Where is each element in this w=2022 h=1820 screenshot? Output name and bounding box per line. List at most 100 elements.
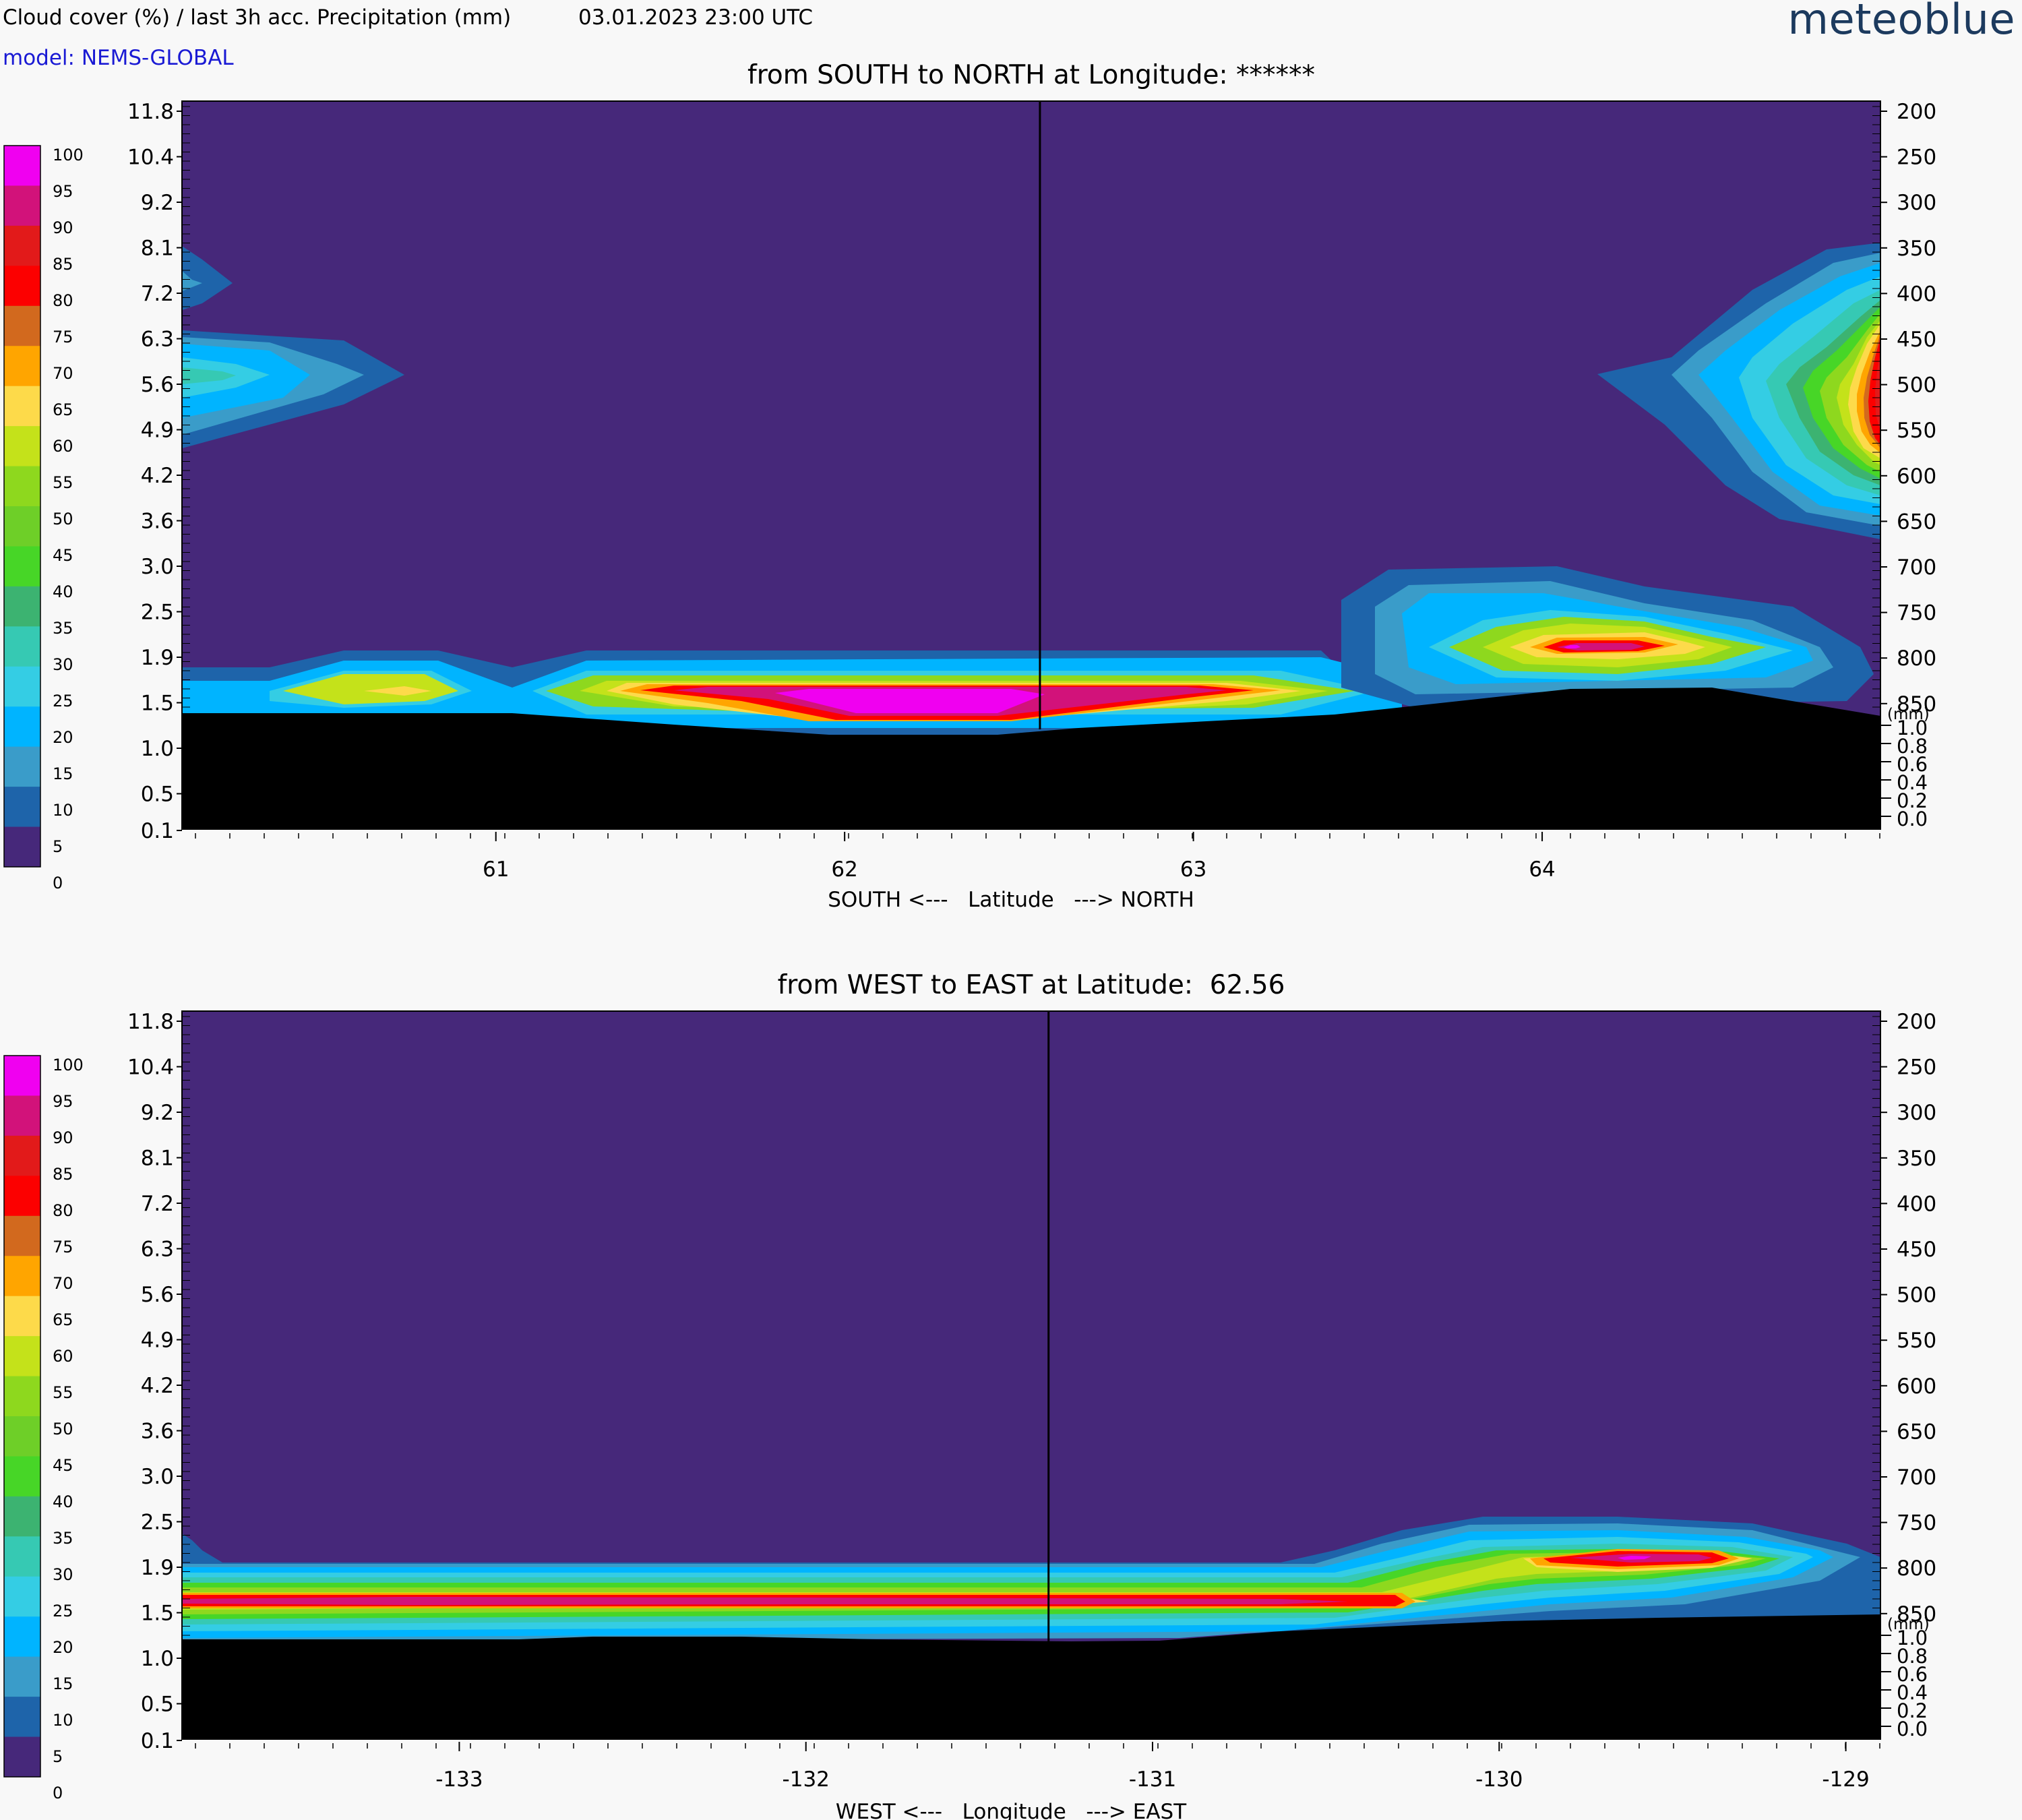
y-tick-label: 11.8: [127, 100, 174, 124]
terrain-mask: [182, 688, 1880, 829]
colorbar-label: 35: [53, 619, 73, 638]
precip-unit-label: (mm): [1887, 1616, 1930, 1633]
y-tick-label: 1.5: [141, 692, 174, 716]
x-tick-label: 61: [483, 857, 509, 882]
x-tick-label: -132: [783, 1767, 830, 1792]
colorbar-label: 25: [53, 1602, 73, 1620]
y-tick-label: 4.2: [141, 1374, 174, 1398]
cloud-contour: [775, 689, 1045, 713]
colorbar-label: 100: [53, 146, 84, 164]
y-tick-label: 1.5: [141, 1602, 174, 1626]
colorbar-swatch: [4, 1376, 40, 1417]
pressure-tick-label: 550: [1897, 419, 1936, 443]
precip-tick-label: 0.4: [1897, 1681, 1928, 1704]
colorbar-label: 65: [53, 400, 73, 419]
pressure-tick-label: 700: [1897, 1465, 1936, 1490]
axes: 11.8 10.4 9.2 8.1 7.2 6.3 5.6 4.9 4.2 3.6 3.0 2.5 1.…: [127, 100, 1936, 882]
colorbar-swatch: [4, 185, 40, 226]
colorbar-label: 5: [53, 1747, 63, 1766]
colorbar-swatch: [4, 386, 40, 427]
colorbar-swatch: [4, 305, 40, 346]
pressure-tick-label: 700: [1897, 555, 1936, 580]
meteoblue-logo[interactable]: meteoblue: [1787, 0, 2015, 44]
pressure-tick-label: 650: [1897, 1420, 1936, 1444]
pressure-tick-label: 200: [1897, 100, 1936, 124]
colorbar-swatch: [4, 346, 40, 387]
y-tick-label: 3.0: [141, 1465, 174, 1489]
colorbar-swatch: [4, 1616, 40, 1658]
colorbar-label: 40: [53, 582, 73, 601]
colorbar-swatch: [4, 1056, 40, 1096]
x-tick-label: -129: [1822, 1767, 1869, 1792]
colorbar-label: 0: [53, 874, 63, 892]
colorbar-label: 55: [53, 473, 73, 492]
colorbar-swatch: [4, 546, 40, 587]
y-tick-label: 4.9: [141, 419, 174, 443]
pressure-tick-label: 450: [1897, 1238, 1936, 1262]
colorbar-legend: 1009590858075706560555045403530252015105…: [3, 1055, 84, 1802]
x-tick-label: -131: [1129, 1767, 1176, 1792]
y-tick-label: 0.1: [141, 819, 174, 843]
colorbar-swatch: [4, 706, 40, 748]
model-name: model: NEMS-GLOBAL: [3, 46, 234, 70]
colorbar-label: 50: [53, 510, 73, 528]
pressure-tick-label: 300: [1897, 191, 1936, 215]
colorbar-label: 35: [53, 1529, 73, 1548]
colorbar-frame: [3, 1055, 41, 1778]
y-tick-label: 6.3: [141, 328, 174, 352]
cloud-contour: [182, 1597, 1348, 1605]
precip-tick-label: 1.0: [1897, 717, 1928, 739]
colorbar-swatch: [4, 1296, 40, 1337]
precip-tick-label: 0.2: [1897, 789, 1928, 812]
y-tick-label: 2.5: [141, 601, 174, 625]
colorbar-label: 65: [53, 1310, 73, 1329]
chart-panel-west-east: from WEST to EAST at Latitude: 62.56: [127, 970, 1936, 1820]
x-tick-label: 63: [1180, 857, 1206, 882]
colorbar-label: 50: [53, 1420, 73, 1438]
colorbar-swatch: [4, 466, 40, 507]
plot-frame: [181, 1010, 1881, 1740]
y-tick-label: 8.1: [141, 1147, 174, 1171]
pressure-tick-label: 350: [1897, 1147, 1936, 1171]
colorbar-label: 75: [53, 328, 73, 346]
colorbar-swatch: [4, 586, 40, 627]
pressure-tick-label: 750: [1897, 601, 1936, 626]
colorbar-swatch: [4, 266, 40, 307]
colorbar-label: 100: [53, 1056, 84, 1074]
colorbar-label: 60: [53, 1347, 73, 1366]
colorbar-label: 5: [53, 837, 63, 856]
y-tick-label: 10.4: [127, 146, 174, 170]
y-tick-label: 0.5: [141, 1693, 174, 1717]
colorbar-swatch: [4, 1536, 40, 1577]
pressure-tick-label: 750: [1897, 1511, 1936, 1536]
precip-tick-label: 0.0: [1897, 1718, 1928, 1740]
chart-panel-south-north: from SOUTH to NORTH at Longitude: ******: [127, 60, 1936, 912]
colorbar-swatch: [4, 1176, 40, 1217]
y-tick-label: 6.3: [141, 1238, 174, 1262]
colorbar-label: 85: [53, 1165, 73, 1184]
colorbar-swatch: [4, 1496, 40, 1537]
cloud-contour: [283, 674, 458, 704]
cloud-contour: [182, 367, 236, 384]
pressure-tick-label: 350: [1897, 237, 1936, 261]
cloud-contour: [1564, 645, 1581, 648]
chart-title: from WEST to EAST at Latitude: 62.56: [778, 970, 1285, 1000]
colorbar-swatch: [4, 626, 40, 667]
y-tick-label: 7.2: [141, 282, 174, 306]
y-tick-label: 5.6: [141, 1283, 174, 1307]
colorbar-label: 20: [53, 1638, 73, 1657]
cloud-contour: [1618, 1556, 1651, 1560]
pressure-tick-label: 800: [1897, 646, 1936, 671]
pressure-tick-label: 400: [1897, 1192, 1936, 1216]
colorbar-label: 70: [53, 1274, 73, 1293]
colorbar-swatch: [4, 1416, 40, 1457]
y-tick-label: 0.5: [141, 783, 174, 807]
colorbar-label: 55: [53, 1383, 73, 1402]
y-tick-label: 8.1: [141, 237, 174, 261]
pressure-tick-label: 250: [1897, 1056, 1936, 1080]
colorbar-label: 45: [53, 1456, 73, 1475]
colorbar-label: 10: [53, 801, 73, 820]
precip-tick-label: 0.2: [1897, 1699, 1928, 1722]
colorbar-swatch: [4, 1576, 40, 1617]
